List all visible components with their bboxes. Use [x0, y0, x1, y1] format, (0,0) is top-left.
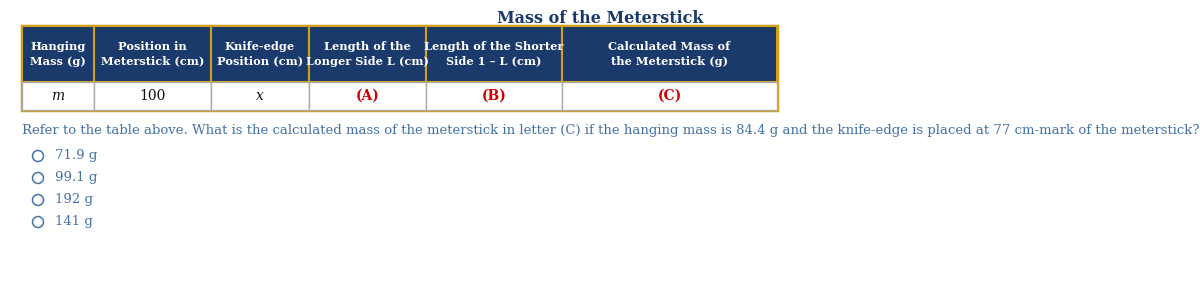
Text: x: x [256, 89, 264, 103]
Text: Length of the
Longer Side L (cm): Length of the Longer Side L (cm) [306, 41, 428, 67]
Text: (A): (A) [355, 89, 379, 103]
Text: 192 g: 192 g [55, 194, 94, 206]
Text: 71.9 g: 71.9 g [55, 150, 97, 163]
Text: 99.1 g: 99.1 g [55, 171, 97, 185]
Text: m: m [52, 89, 65, 103]
Bar [211, 82, 308, 110]
Bar [94, 26, 211, 82]
Bar [22, 26, 778, 110]
Bar [211, 26, 308, 82]
Text: Length of the Shorter
Side 1 – L (cm): Length of the Shorter Side 1 – L (cm) [424, 41, 564, 67]
Bar [426, 82, 562, 110]
Text: 100: 100 [139, 89, 166, 103]
Bar [22, 82, 94, 110]
Text: Calculated Mass of
the Meterstick (g): Calculated Mass of the Meterstick (g) [608, 41, 731, 67]
Text: Position in
Meterstick (cm): Position in Meterstick (cm) [101, 41, 204, 67]
Text: 141 g: 141 g [55, 216, 92, 229]
Text: (B): (B) [481, 89, 506, 103]
Bar [562, 82, 778, 110]
Bar [22, 26, 94, 82]
Text: Mass of the Meterstick: Mass of the Meterstick [497, 10, 703, 27]
Bar [94, 82, 211, 110]
Text: (C): (C) [658, 89, 682, 103]
Bar [426, 26, 562, 82]
Text: Refer to the table above. What is the calculated mass of the meterstick in lette: Refer to the table above. What is the ca… [22, 124, 1200, 137]
Bar [308, 82, 426, 110]
Text: Hanging
Mass (g): Hanging Mass (g) [30, 41, 86, 67]
Bar [562, 26, 778, 82]
Bar [308, 26, 426, 82]
Text: Knife-edge
Position (cm): Knife-edge Position (cm) [217, 41, 302, 67]
